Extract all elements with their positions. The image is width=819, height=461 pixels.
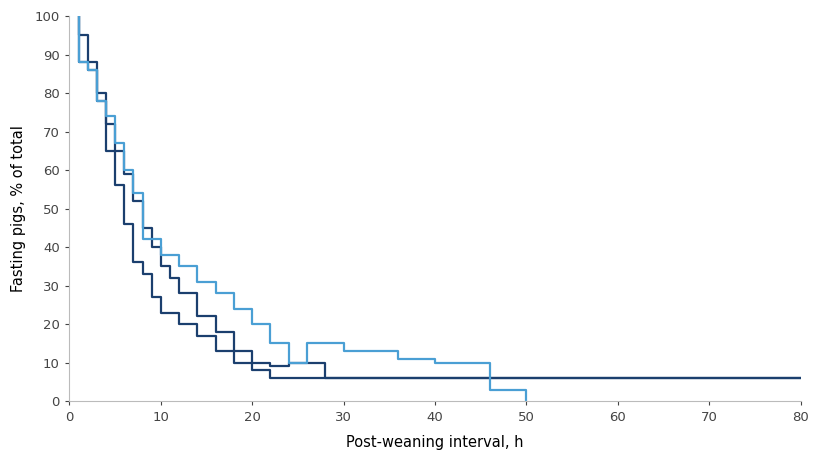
X-axis label: Post-weaning interval, h: Post-weaning interval, h [346, 435, 523, 450]
Y-axis label: Fasting pigs, % of total: Fasting pigs, % of total [11, 125, 26, 292]
